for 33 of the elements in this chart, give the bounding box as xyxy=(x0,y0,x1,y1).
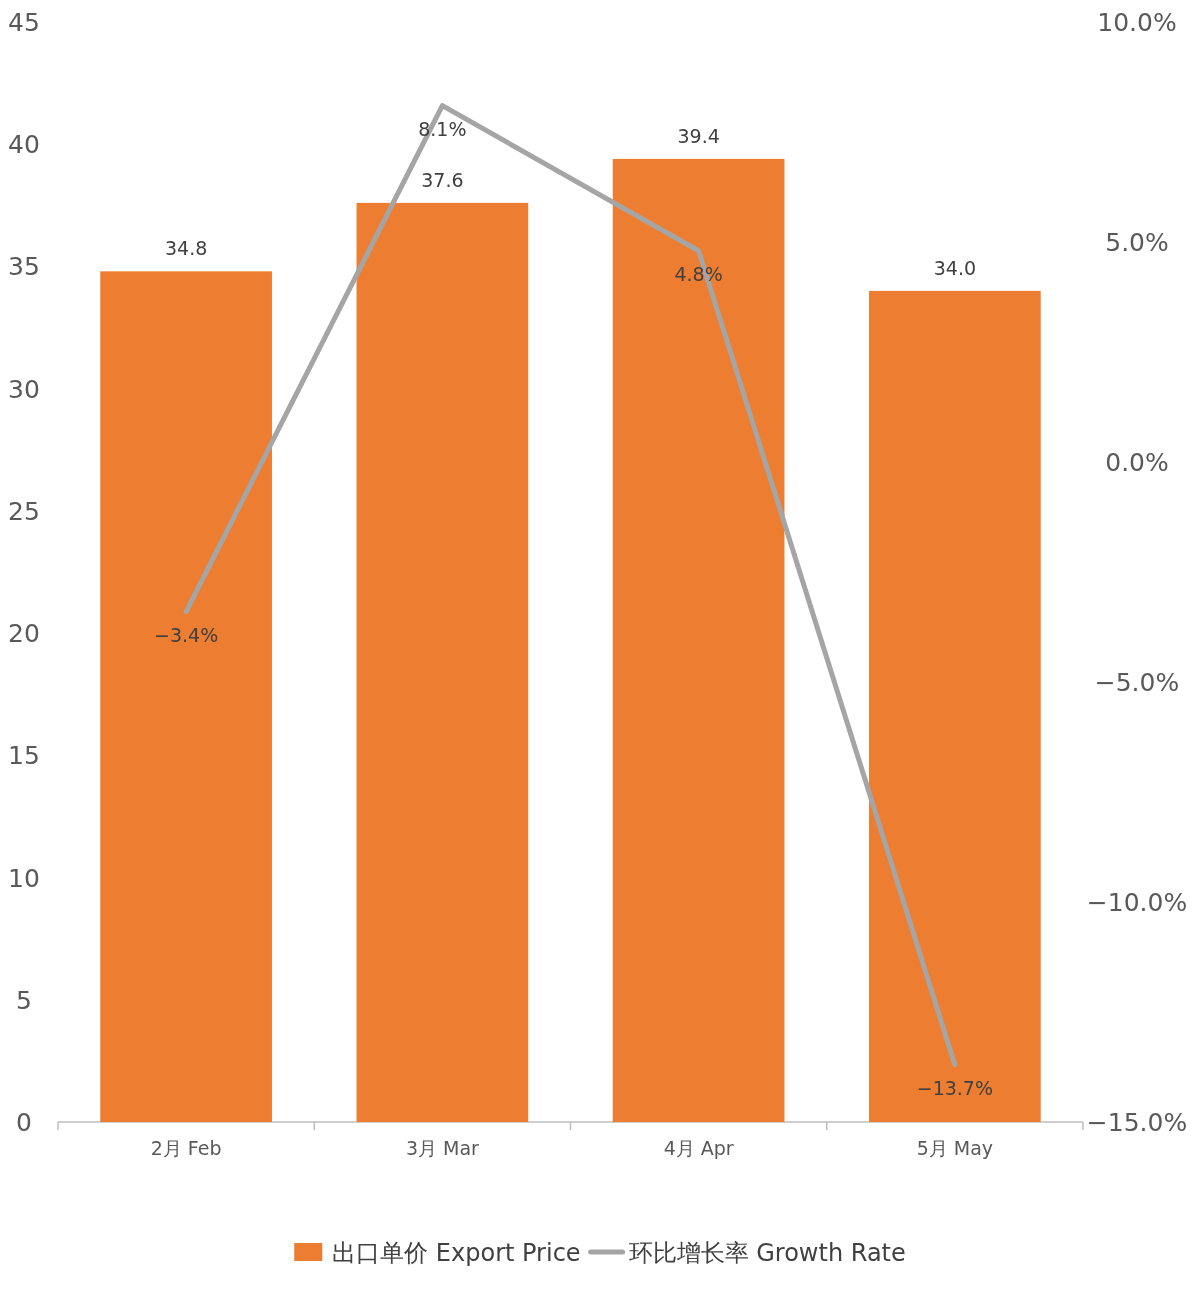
x-tick-label: 2月 Feb xyxy=(150,1137,222,1159)
x-tick-label: 4月 Apr xyxy=(663,1137,734,1159)
y-tick-label: 5 xyxy=(16,985,32,1015)
y2-tick-label: 10.0% xyxy=(1097,8,1177,37)
legend-label: 环比增长率 Growth Rate xyxy=(628,1239,906,1267)
x-tick-label: 5月 May xyxy=(916,1137,994,1159)
y2-tick-label: −10.0% xyxy=(1086,888,1188,917)
data-label: 39.4 xyxy=(677,124,720,147)
y2-tick-label: −5.0% xyxy=(1094,668,1180,697)
data-label: 34.0 xyxy=(933,256,977,279)
y-tick-label: 10 xyxy=(8,863,40,893)
y-tick-label: 20 xyxy=(8,619,40,649)
bar xyxy=(869,290,1041,1122)
data-label: 34.8 xyxy=(164,237,208,260)
bar xyxy=(100,271,272,1122)
data-label: 37.6 xyxy=(421,168,464,191)
y-tick-label: 0 xyxy=(16,1108,32,1137)
data-label: −13.7% xyxy=(916,1076,994,1099)
y-tick-label: 15 xyxy=(8,741,40,771)
bar xyxy=(356,202,529,1122)
x-tick-label: 3月 Mar xyxy=(405,1137,480,1159)
y-tick-label: 45 xyxy=(8,8,40,37)
y-tick-label: 40 xyxy=(8,130,40,160)
y2-tick-label: 0.0% xyxy=(1105,448,1169,477)
data-label: 8.1% xyxy=(418,117,467,140)
data-label: −3.4% xyxy=(154,623,219,646)
y-tick-label: 25 xyxy=(8,496,40,526)
y-tick-label: 30 xyxy=(8,374,40,404)
y2-tick-label: −15.0% xyxy=(1086,1108,1188,1137)
bar xyxy=(612,158,785,1122)
legend-label: 出口单价 Export Price xyxy=(332,1239,581,1267)
y2-tick-label: 5.0% xyxy=(1105,228,1169,257)
y-tick-label: 35 xyxy=(8,252,40,282)
